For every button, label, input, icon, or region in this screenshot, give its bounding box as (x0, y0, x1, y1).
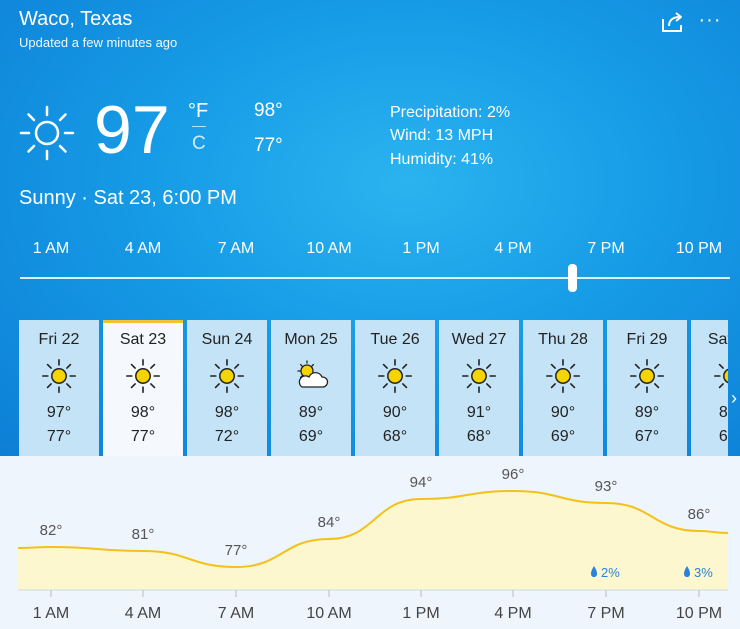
location-title: Waco, Texas (19, 8, 133, 30)
day-high: 89° (718, 404, 728, 421)
day-card[interactable]: Sun 24 98° 72° (187, 320, 267, 456)
hour-label: 10 AM (306, 240, 352, 257)
day-card[interactable]: Sat 23 98° 77° (103, 320, 183, 456)
sun-icon (713, 358, 728, 394)
day-high: 89° (634, 404, 660, 421)
day-low: 67° (634, 428, 660, 445)
day-name: Mon 25 (284, 331, 338, 348)
sun-icon (629, 358, 665, 394)
precip-label: 3% (694, 565, 713, 580)
day-card[interactable]: Fri 29 89° 67° (607, 320, 687, 456)
partly-cloudy-icon (293, 358, 329, 394)
x-tick-label: 4 PM (494, 605, 531, 622)
unit-fahrenheit[interactable]: °F (188, 100, 209, 122)
unit-celsius[interactable]: C (192, 133, 206, 154)
day-card[interactable]: Tue 26 90° 68° (355, 320, 435, 456)
day-high: 90° (382, 404, 408, 421)
day-card[interactable]: Mon 25 89° 69° (271, 320, 351, 456)
time-slider-thumb[interactable] (568, 264, 577, 292)
x-tick-label: 1 AM (33, 605, 69, 622)
sun-icon (125, 358, 161, 394)
day-name: Sat 30 (707, 331, 728, 348)
hour-label: 4 PM (494, 240, 532, 257)
hour-label: 10 PM (675, 240, 723, 257)
humidity-text: Humidity: 41% (390, 151, 494, 168)
hourly-chart: 82° 81° 77° 84° 94° 96° 93° 86° 1 AM 4 AM 7 AM 10 A… (0, 456, 740, 629)
share-icon[interactable] (660, 10, 686, 34)
current-conditions-panel: Waco, Texas Updated a few minutes ago ··… (0, 0, 740, 456)
day-low: 77° (46, 428, 72, 445)
day-high: 98° (130, 404, 156, 421)
day-card[interactable]: Wed 27 91° 68° (439, 320, 519, 456)
day-low: 77° (130, 428, 156, 445)
current-temperature: 97 (94, 92, 170, 168)
rain-drop-icon (591, 566, 597, 577)
x-tick-label: 4 AM (125, 605, 161, 622)
day-name: Fri 22 (38, 331, 80, 348)
day-name: Fri 29 (626, 331, 668, 348)
next-days-arrow[interactable]: › (731, 388, 737, 408)
day-low: 69° (298, 428, 324, 445)
today-low: 77° (254, 135, 283, 156)
hour-label: 7 AM (217, 240, 255, 257)
x-tick-label: 7 AM (218, 605, 254, 622)
x-tick-label: 1 PM (402, 605, 439, 622)
precipitation-text: Precipitation: 2% (390, 104, 511, 121)
daily-forecast-strip: Fri 22 97° 77° Sat 23 98° 77° Sun 24 98° 72° Mon … (0, 320, 728, 456)
temperature-line (17, 489, 729, 569)
today-high: 98° (254, 100, 283, 121)
sun-icon (209, 358, 245, 394)
sun-icon (545, 358, 581, 394)
day-high: 89° (298, 404, 324, 421)
day-low: 72° (214, 428, 240, 445)
time-slider-track[interactable] (20, 277, 730, 279)
condition-text: Sunny · Sat 23, 6:00 PM (19, 187, 237, 209)
hour-label: 1 AM (32, 240, 70, 257)
more-icon[interactable]: ··· (698, 9, 722, 31)
day-name: Tue 26 (370, 331, 420, 348)
day-low: 68° (466, 428, 492, 445)
sun-icon (41, 358, 77, 394)
day-name: Thu 28 (538, 331, 588, 348)
day-high: 97° (46, 404, 72, 421)
day-high: 91° (466, 404, 492, 421)
hour-label: 4 AM (124, 240, 162, 257)
day-high: 98° (214, 404, 240, 421)
unit-divider (192, 126, 206, 127)
temperature-label: 96° (502, 466, 525, 483)
updated-text: Updated a few minutes ago (19, 35, 178, 50)
hourly-temperature-chart: 82° 81° 77° 84° 94° 96° 93° 86° 1 AM 4 AM 7 AM 10 A… (17, 466, 729, 622)
x-tick-label: 10 AM (306, 605, 351, 622)
sun-icon (461, 358, 497, 394)
day-name: Sat 23 (119, 331, 167, 348)
x-tick-label: 10 PM (676, 605, 722, 622)
day-high: 90° (550, 404, 576, 421)
sun-icon (18, 104, 76, 162)
day-card[interactable]: Fri 22 97° 77° (19, 320, 99, 456)
day-low: 68° (382, 428, 408, 445)
temperature-label: 86° (688, 506, 711, 523)
hour-label: 7 PM (587, 240, 625, 257)
precip-label: 2% (601, 565, 620, 580)
day-card[interactable]: Sat 30 89° 69° (691, 320, 728, 456)
temperature-label: 77° (225, 542, 248, 559)
temperature-label: 81° (132, 526, 155, 543)
wind-text: Wind: 13 MPH (390, 127, 494, 144)
day-low: 69° (550, 428, 576, 445)
day-name: Sun 24 (201, 331, 253, 348)
day-name: Wed 27 (451, 331, 507, 348)
sun-icon (377, 358, 413, 394)
hour-label: 1 PM (402, 240, 440, 257)
temperature-label: 84° (318, 514, 341, 531)
temperature-label: 94° (410, 474, 433, 491)
rain-drop-icon (684, 566, 690, 577)
day-card[interactable]: Thu 28 90° 69° (523, 320, 603, 456)
day-low: 69° (718, 428, 728, 445)
temperature-label: 93° (595, 478, 618, 495)
x-tick-label: 7 PM (587, 605, 624, 622)
temperature-area (18, 491, 728, 590)
temperature-label: 82° (40, 522, 63, 539)
